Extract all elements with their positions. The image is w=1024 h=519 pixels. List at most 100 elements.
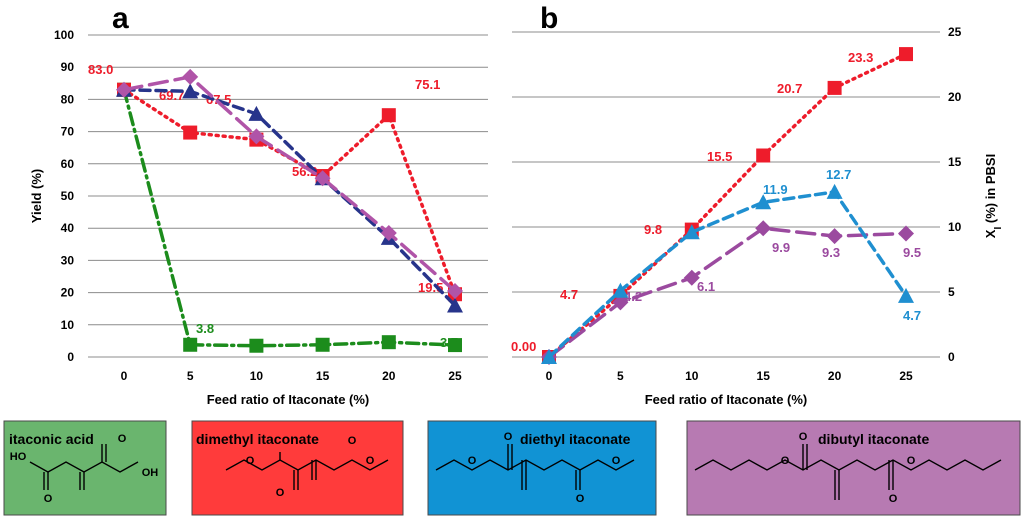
atom-label: O [246, 455, 255, 467]
data-point-diethyl-itaconate [755, 194, 772, 210]
data-point-itaconic-acid [315, 337, 330, 352]
structure-box-itaconic-acid: itaconic acid HO O O OH [3, 420, 167, 516]
y-tick-label: 10 [61, 318, 75, 332]
y-tick-label: 70 [61, 125, 75, 139]
data-label: 4.7 [903, 308, 921, 323]
data-point-dibutyl-itaconate [755, 220, 772, 237]
x-tick-label: 15 [757, 369, 771, 383]
data-point-diethyl-itaconate [541, 349, 557, 364]
data-label: 4.2 [624, 289, 642, 304]
data-label: 11.9 [763, 182, 788, 197]
chart-a: 0 10 20 30 40 50 60 70 80 90 100 0 5 10 15 20 25 Feed rat… [29, 28, 488, 407]
structure-box-title: itaconic acid [9, 431, 94, 447]
series-line-diethyl-itaconate [122, 87, 457, 308]
series-line-diethyl-itaconate [547, 190, 908, 359]
data-point-diethyl-itaconate [447, 297, 463, 313]
data-point-diethyl-itaconate [826, 183, 843, 199]
data-label: 0.00 [511, 339, 536, 354]
y-tick-label: 20 [61, 286, 75, 300]
x-axis-title: Feed ratio of Itaconate (%) [645, 392, 808, 407]
atom-label: O [889, 493, 898, 505]
atom-label: O [907, 455, 916, 467]
data-point-dimethyl-itaconate [827, 80, 842, 95]
y-tick-label: 30 [61, 253, 75, 267]
atom-label: O [118, 433, 127, 445]
y-tick-label: 60 [61, 157, 75, 171]
structure-box-title: diethyl itaconate [520, 431, 631, 447]
panel-a-letter: a [112, 2, 129, 35]
atom-label: O [366, 455, 375, 467]
data-point-dibutyl-itaconate [447, 282, 463, 299]
series-line-dibutyl-itaconate [122, 74, 457, 293]
x-tick-label: 10 [685, 369, 699, 383]
data-point-diethyl-itaconate [182, 83, 199, 99]
data-point-dimethyl-itaconate [899, 47, 913, 62]
data-point-dimethyl-itaconate [381, 108, 396, 123]
x-tick-label: 25 [448, 369, 462, 383]
y-tick-label: 0 [67, 350, 74, 364]
data-label: 4.7 [560, 287, 578, 302]
data-label: 9.5 [903, 245, 921, 260]
structure-box-bg [3, 420, 167, 516]
atom-label: O [799, 431, 808, 443]
series-line-dibutyl-itaconate [547, 226, 908, 359]
atom-label: O [468, 455, 477, 467]
data-point-diethyl-itaconate [248, 105, 265, 121]
y-tick-label: 0 [948, 350, 955, 364]
data-label: 19.5 [418, 280, 443, 295]
data-point-itaconic-acid [249, 338, 264, 353]
data-point-diethyl-itaconate [612, 282, 629, 298]
y-tick-label: 20 [948, 90, 962, 104]
bond [47, 461, 139, 473]
data-point-dimethyl-itaconate [183, 125, 198, 140]
bond [694, 459, 1002, 471]
atom-label: O [276, 487, 285, 499]
x-tick-label: 20 [828, 369, 842, 383]
x-tick-label: 25 [899, 369, 913, 383]
bond [225, 459, 389, 471]
series-line-dimethyl-itaconate [547, 52, 908, 359]
y-tick-label: 10 [948, 220, 962, 234]
data-label: 9.3 [822, 245, 840, 260]
data-point-itaconic-acid [381, 335, 396, 350]
data-point-itaconic-acid [448, 338, 462, 353]
x-tick-label: 5 [617, 369, 624, 383]
series-line-dimethyl-itaconate [122, 87, 457, 296]
data-label: 23.3 [848, 50, 873, 65]
data-label: 83.0 [88, 62, 113, 77]
structure-box-bg [427, 420, 657, 516]
y-tick-label: 50 [61, 189, 75, 203]
data-point-dibutyl-itaconate [898, 225, 914, 242]
data-point-dibutyl-itaconate [182, 68, 199, 85]
data-point-diethyl-itaconate [898, 287, 914, 303]
x-axis-title: Feed ratio of Itaconate (%) [207, 392, 370, 407]
x-tick-label: 5 [187, 369, 194, 383]
data-label: 15.5 [707, 149, 732, 164]
atom-label: O [348, 435, 357, 447]
y-tick-label: 15 [948, 155, 962, 169]
x-tick-label: 0 [121, 369, 128, 383]
data-label: 3.7 [440, 335, 458, 350]
atom-label: O [781, 455, 790, 467]
y-tick-label: 80 [61, 92, 75, 106]
data-point-dibutyl-itaconate [826, 228, 843, 245]
data-point-dibutyl-itaconate [612, 294, 629, 311]
data-label: 3.8 [196, 321, 214, 336]
structure-box-title: dibutyl itaconate [818, 431, 929, 447]
atom-label: O [612, 455, 621, 467]
data-point-dimethyl-itaconate [756, 148, 771, 163]
atom-label: OH [142, 467, 159, 479]
x-tick-label: 20 [382, 369, 396, 383]
data-label: 75.1 [415, 77, 440, 92]
structure-box-bg [686, 420, 1021, 516]
data-point-dibutyl-itaconate [683, 269, 700, 286]
data-point-dibutyl-itaconate [314, 170, 331, 187]
data-label: 6.1 [697, 279, 715, 294]
data-point-diethyl-itaconate [683, 224, 700, 240]
chart-b: 0 5 10 15 20 25 0 5 10 15 20 25 Feed ratio of Itacon… [511, 25, 1004, 407]
atom-label: O [576, 493, 585, 505]
y-axis-title: Yield (%) [29, 169, 44, 223]
